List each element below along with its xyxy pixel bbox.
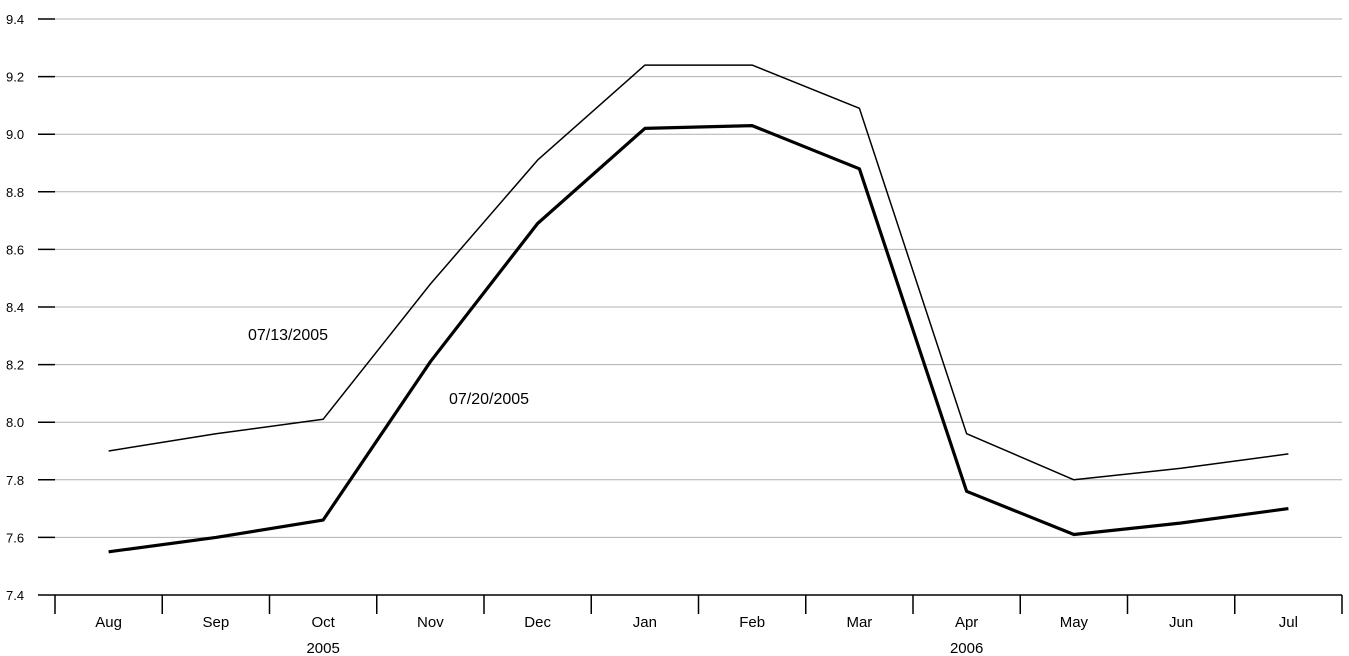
y-tick-label: 8.0 xyxy=(6,415,24,430)
y-axis: 7.4 7.6 7.8 8.0 8.2 8.4 8.6 8.8 9.0 9.2 9.4 xyxy=(6,12,55,603)
series-line-0720 xyxy=(108,123,1289,554)
x-tick-label: Oct xyxy=(311,614,335,631)
x-tick-label: Jul xyxy=(1279,614,1298,631)
x-tick-label: Feb xyxy=(739,614,765,631)
y-tick-label: 7.4 xyxy=(6,588,24,603)
x-axis: Aug Sep Oct Nov Dec Jan Feb Mar Apr May Jun Jul 2005… xyxy=(54,594,1343,656)
grid-lines xyxy=(55,18,1342,538)
y-tick-label: 8.6 xyxy=(6,242,24,257)
x-tick-label: Sep xyxy=(203,614,230,631)
series-labels: 07/13/2005 07/20/2005 xyxy=(248,327,529,408)
y-tick-label: 9.2 xyxy=(6,70,24,85)
x-tick-label: Jan xyxy=(633,614,657,631)
y-tick-label: 9.4 xyxy=(6,12,24,27)
x-tick-label: Aug xyxy=(95,614,122,631)
series-label-0713: 07/13/2005 xyxy=(248,327,328,344)
series-label-0720: 07/20/2005 xyxy=(449,391,529,408)
x-tick-label: Jun xyxy=(1169,614,1193,631)
y-tick-label: 7.8 xyxy=(6,473,24,488)
x-tick-label: Mar xyxy=(846,614,872,631)
y-tick-label: 7.6 xyxy=(6,530,24,545)
y-tick-label: 8.4 xyxy=(6,300,24,315)
y-tick-label: 8.8 xyxy=(6,185,24,200)
year-label: 2005 xyxy=(306,640,339,656)
x-tick-label: May xyxy=(1060,614,1089,631)
y-tick-label: 8.2 xyxy=(6,358,24,373)
y-tick-label: 9.0 xyxy=(6,127,24,142)
x-tick-label: Apr xyxy=(955,614,978,631)
x-tick-label: Nov xyxy=(417,614,444,631)
series-lines xyxy=(108,64,1289,554)
series-line-0713 xyxy=(108,64,1289,481)
year-label: 2006 xyxy=(950,640,983,656)
x-tick-label: Dec xyxy=(524,614,551,631)
